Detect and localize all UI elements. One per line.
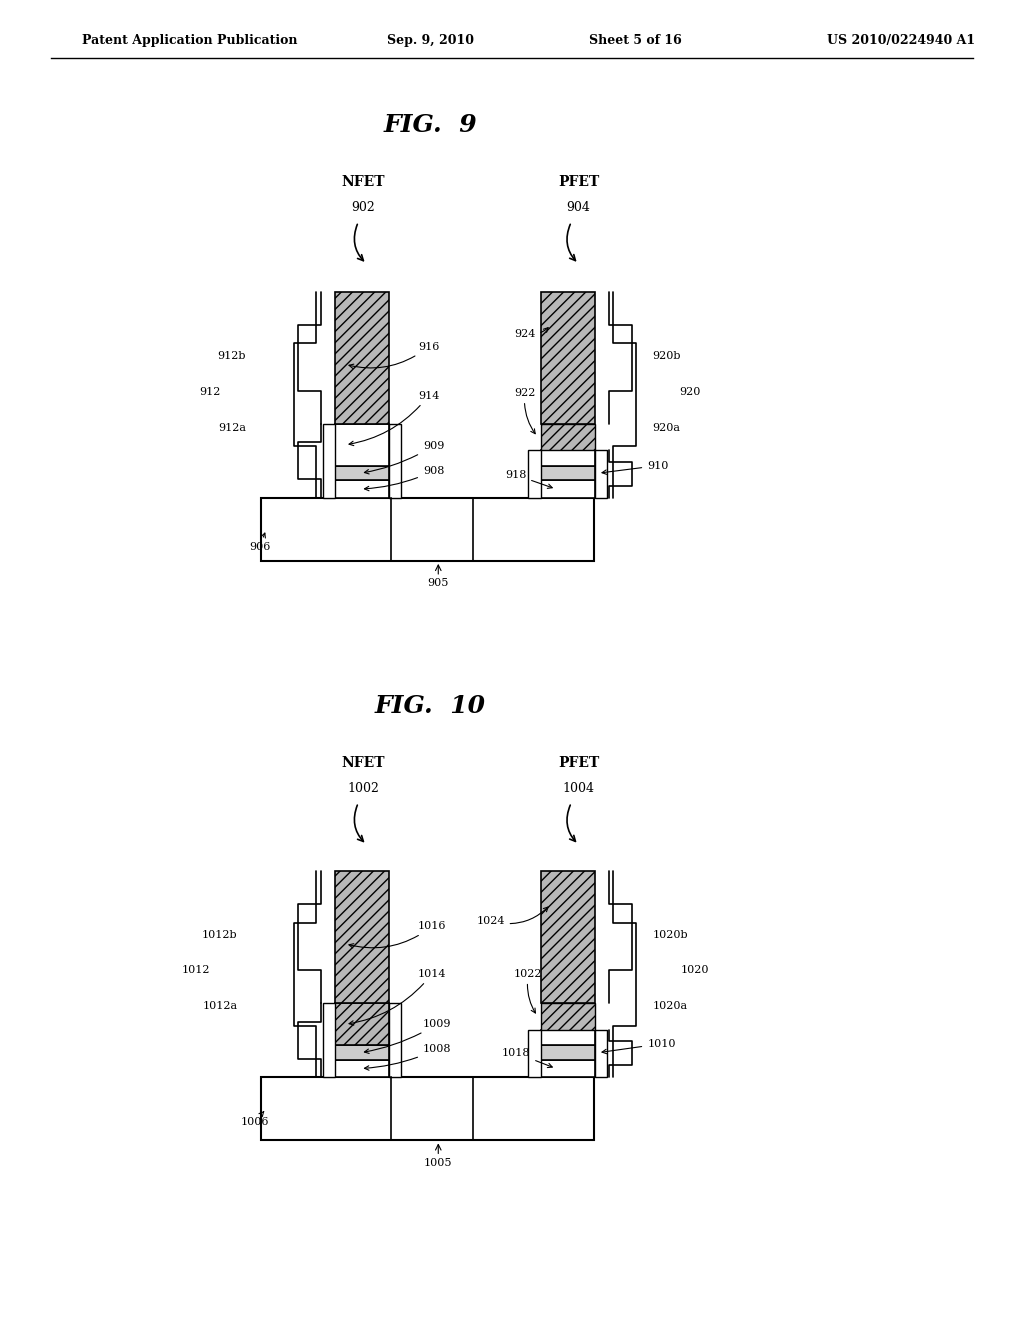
Text: 1020a: 1020a [652, 1001, 687, 1011]
Text: PFET: PFET [558, 756, 599, 770]
Text: 1012a: 1012a [203, 1001, 238, 1011]
Text: 1014: 1014 [349, 969, 446, 1026]
Bar [335, 1003, 389, 1045]
Text: FIG.  9: FIG. 9 [383, 114, 477, 137]
Bar [541, 424, 595, 450]
Text: 1009: 1009 [365, 1019, 452, 1053]
Text: FIG.  10: FIG. 10 [375, 694, 485, 718]
Text: 918: 918 [505, 470, 552, 488]
Text: 924: 924 [514, 327, 548, 339]
Text: 1008: 1008 [365, 1044, 452, 1071]
Text: 1004: 1004 [562, 781, 595, 795]
Bar [335, 480, 389, 498]
Text: 908: 908 [365, 466, 444, 491]
Bar [335, 871, 389, 1003]
Text: NFET: NFET [342, 756, 385, 770]
Bar [335, 292, 389, 424]
Bar [323, 424, 335, 498]
Bar [541, 1060, 595, 1077]
Text: PFET: PFET [558, 176, 599, 189]
Text: 904: 904 [566, 201, 591, 214]
Text: 902: 902 [351, 201, 376, 214]
Text: 912b: 912b [217, 351, 246, 362]
Text: Sep. 9, 2010: Sep. 9, 2010 [387, 34, 473, 48]
Text: 1006: 1006 [241, 1111, 269, 1127]
Bar [261, 498, 594, 561]
Text: 910: 910 [602, 461, 669, 474]
Text: 920a: 920a [652, 422, 680, 433]
Bar [541, 292, 595, 424]
Text: NFET: NFET [342, 176, 385, 189]
Text: 1020: 1020 [681, 965, 710, 975]
Bar [528, 1030, 541, 1077]
Bar [323, 1003, 335, 1077]
Text: 1005: 1005 [424, 1158, 453, 1168]
Text: 1012: 1012 [181, 965, 210, 975]
Bar [541, 1045, 595, 1060]
Text: 906: 906 [249, 533, 270, 553]
Text: 1024: 1024 [476, 907, 548, 927]
Bar [261, 1077, 594, 1140]
Text: 1016: 1016 [349, 921, 446, 948]
Text: US 2010/0224940 A1: US 2010/0224940 A1 [827, 34, 975, 48]
Text: 920b: 920b [652, 351, 681, 362]
Text: 916: 916 [349, 342, 439, 368]
Bar [389, 424, 401, 498]
Bar [541, 466, 595, 480]
Bar [389, 1003, 401, 1077]
Text: 922: 922 [514, 388, 536, 434]
Text: 912a: 912a [218, 422, 246, 433]
Bar [528, 450, 541, 498]
Text: Patent Application Publication: Patent Application Publication [82, 34, 297, 48]
Bar [595, 450, 607, 498]
Bar [541, 450, 595, 466]
Bar [595, 1030, 607, 1077]
Bar [541, 480, 595, 498]
Text: 909: 909 [365, 441, 444, 474]
Text: 1002: 1002 [347, 781, 380, 795]
Text: 1010: 1010 [602, 1039, 676, 1053]
Text: 914: 914 [349, 391, 439, 446]
Text: 1012b: 1012b [202, 929, 238, 940]
Text: 1018: 1018 [502, 1048, 552, 1068]
Text: 912: 912 [199, 387, 220, 397]
Bar [335, 466, 389, 480]
Text: 905: 905 [428, 578, 449, 589]
Bar [541, 871, 595, 1003]
Bar [541, 1030, 595, 1045]
Bar [335, 1045, 389, 1060]
Bar [335, 424, 389, 466]
Text: Sheet 5 of 16: Sheet 5 of 16 [589, 34, 681, 48]
Bar [541, 1003, 595, 1030]
Bar [335, 1060, 389, 1077]
Text: 920: 920 [679, 387, 700, 397]
Text: 1020b: 1020b [652, 929, 688, 940]
Text: 1022: 1022 [514, 969, 543, 1012]
